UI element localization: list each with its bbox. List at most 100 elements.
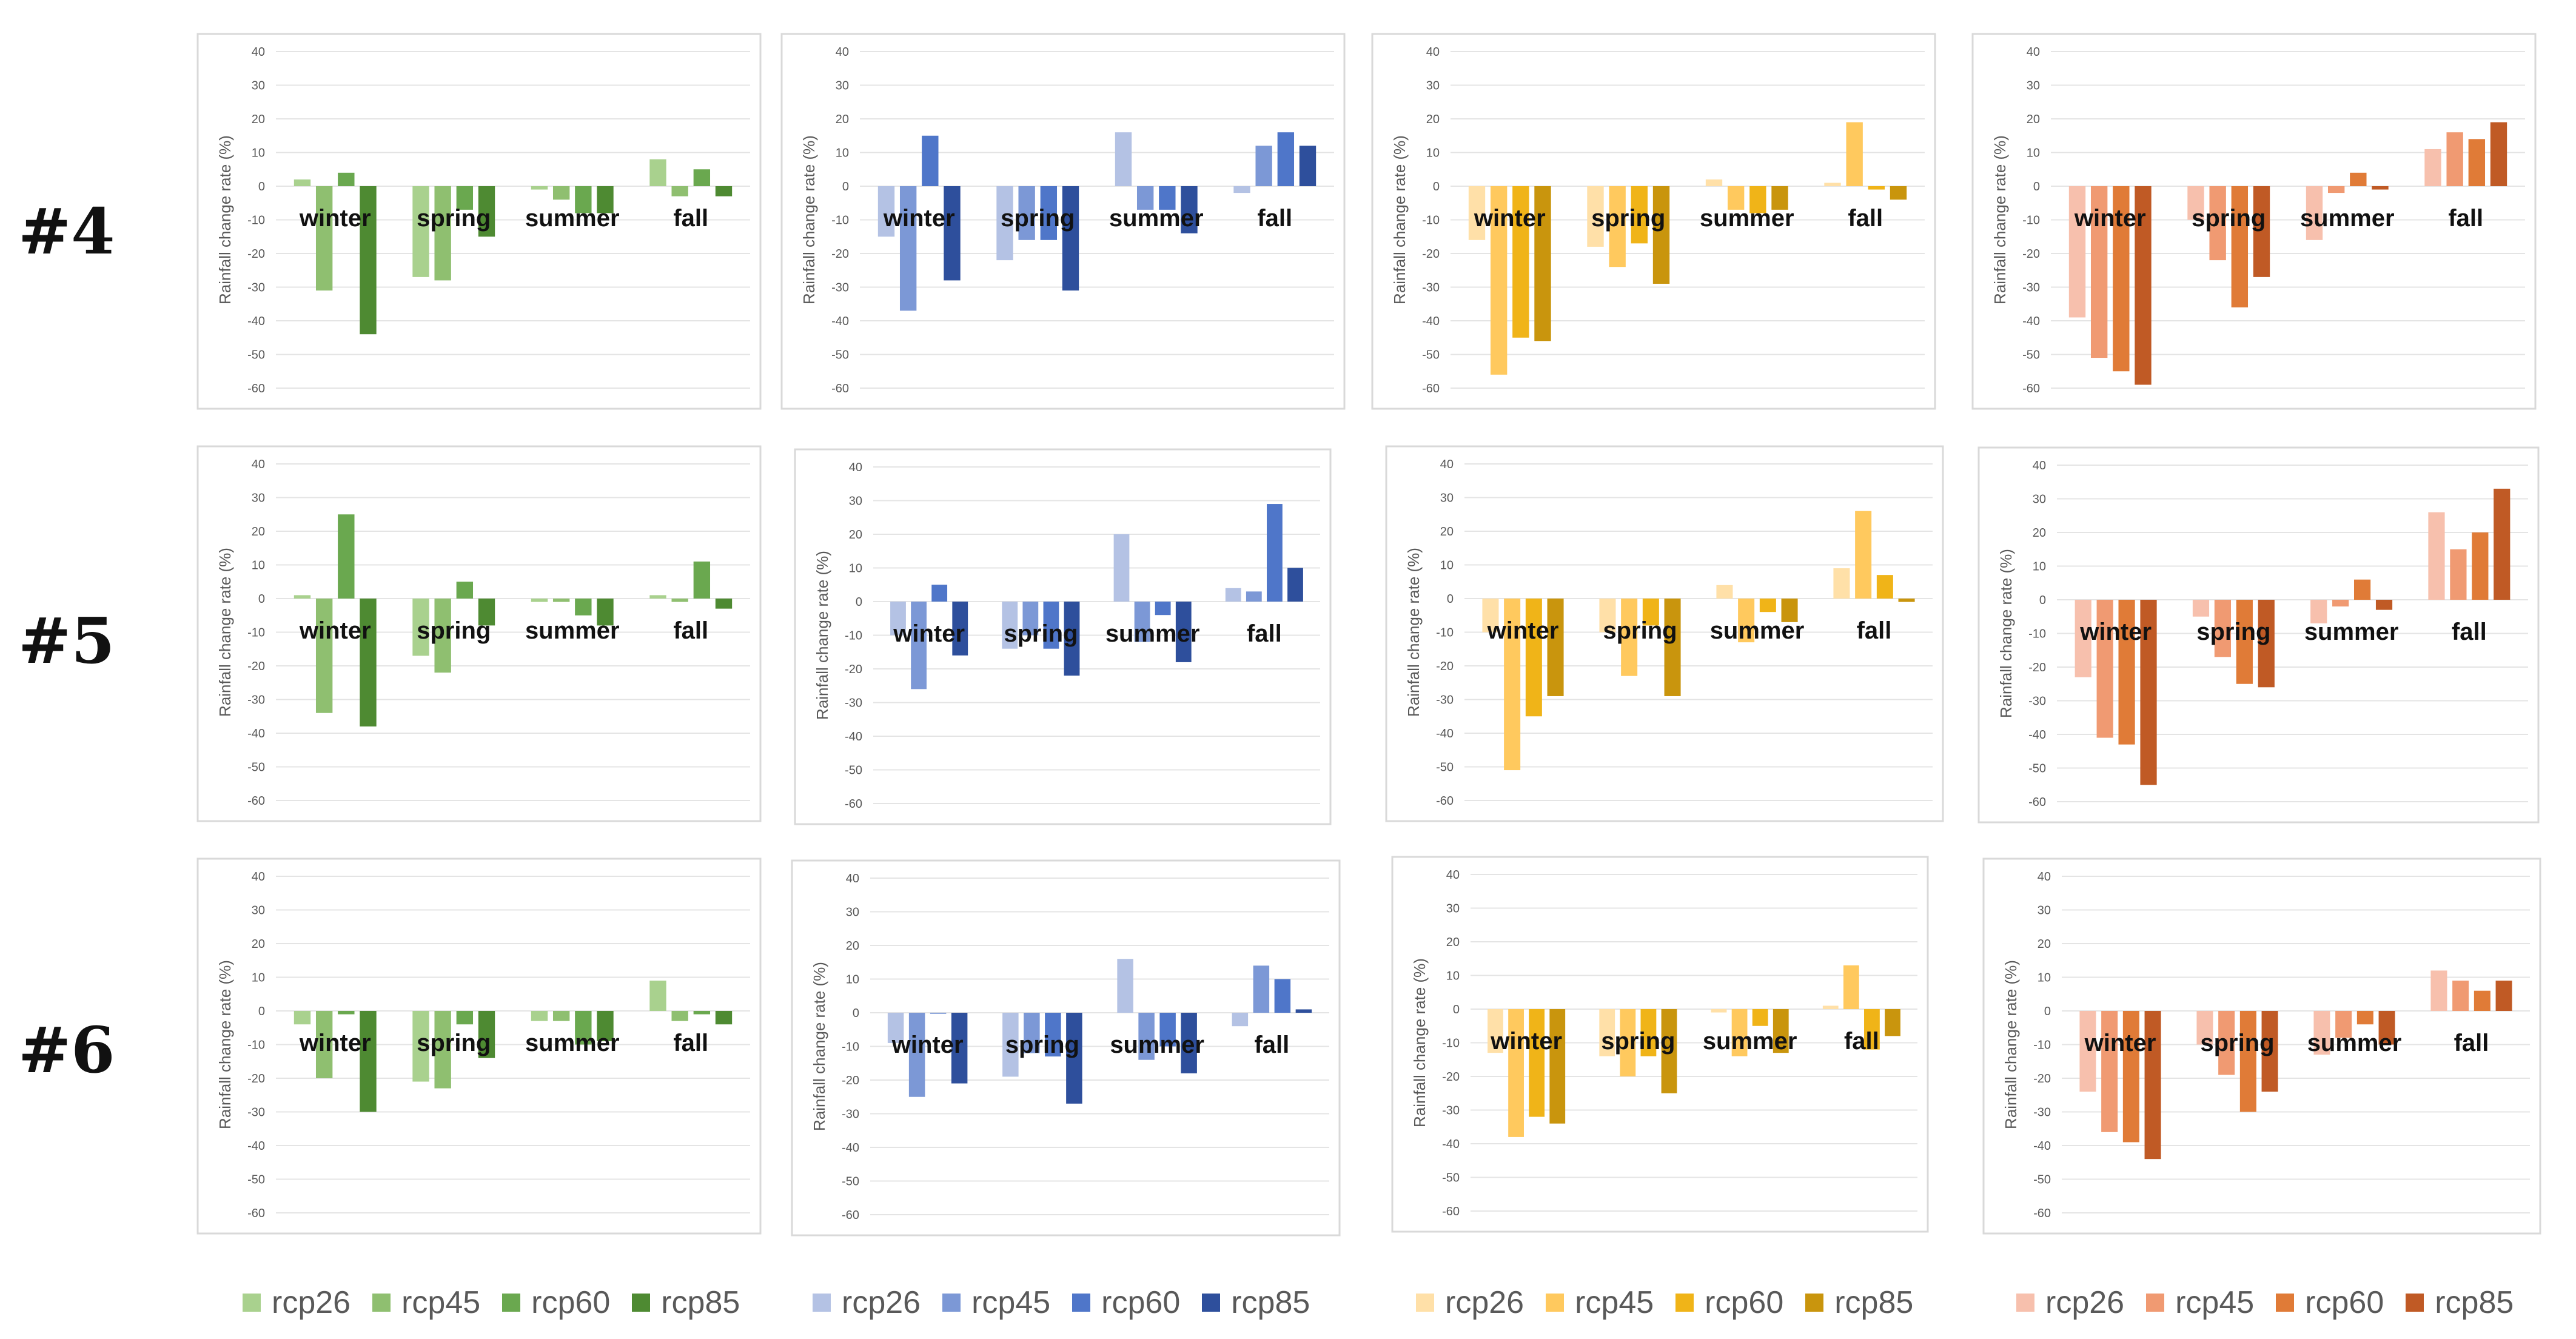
bar-spring-rcp85 bbox=[478, 599, 495, 626]
bar-summer-rcp85 bbox=[1181, 186, 1198, 233]
y-tick-label: 30 bbox=[2033, 493, 2046, 506]
legend-item: rcp85 bbox=[632, 1284, 740, 1321]
y-tick-label: 30 bbox=[252, 492, 265, 505]
y-tick-label: -10 bbox=[842, 1041, 859, 1054]
bar-winter-rcp26 bbox=[293, 179, 311, 186]
bar-fall-rcp60 bbox=[2472, 532, 2489, 600]
category-label: winter bbox=[1474, 205, 1546, 232]
chart-r4-blue: 40 30 20 10 0 -10 -20 -30 -40 -50 -60 Rainfall chan… bbox=[780, 33, 1346, 410]
category-label: winter bbox=[2074, 205, 2146, 232]
legend-label: rcp45 bbox=[401, 1285, 481, 1320]
bar-winter-rcp45 bbox=[2101, 1011, 2118, 1132]
legend-item: rcp45 bbox=[2146, 1284, 2254, 1321]
y-tick-label: -50 bbox=[2028, 762, 2046, 776]
legend-item: rcp26 bbox=[2016, 1284, 2124, 1321]
legend-label: rcp45 bbox=[1575, 1285, 1654, 1320]
y-tick-label: 0 bbox=[1433, 180, 1440, 193]
bar-winter-rcp45 bbox=[1504, 599, 1521, 771]
bar-winter-rcp26 bbox=[1482, 599, 1499, 633]
bar-winter-rcp60 bbox=[1525, 599, 1542, 717]
bar-winter-rcp45 bbox=[315, 186, 333, 291]
bar-spring-rcp60 bbox=[1043, 602, 1059, 649]
bar-summer-rcp26 bbox=[2310, 600, 2327, 623]
bar-winter-rcp85 bbox=[1549, 1009, 1566, 1124]
y-tick-label: 10 bbox=[1446, 970, 1460, 983]
y-tick-label: -60 bbox=[1436, 794, 1454, 808]
bar-winter-rcp60 bbox=[2113, 186, 2130, 372]
legend-swatch bbox=[1675, 1294, 1694, 1312]
y-tick-label: -40 bbox=[2028, 728, 2046, 742]
y-tick-label: 20 bbox=[2033, 526, 2046, 540]
y-tick-label: 10 bbox=[1440, 559, 1454, 572]
bar-summer-rcp45 bbox=[1738, 599, 1755, 643]
legend-label: rcp26 bbox=[1445, 1285, 1524, 1320]
bar-fall-rcp85 bbox=[715, 599, 733, 609]
y-tick-label: -10 bbox=[2022, 214, 2040, 227]
y-tick-label: 40 bbox=[1440, 458, 1454, 471]
y-tick-label: 20 bbox=[849, 528, 862, 542]
y-tick-label: -50 bbox=[831, 349, 849, 362]
y-tick-label: -20 bbox=[842, 1074, 859, 1087]
y-tick-label: 30 bbox=[252, 904, 265, 918]
y-axis-label: Rainfall change rate (%) bbox=[1410, 958, 1429, 1127]
y-tick-label: 20 bbox=[2027, 113, 2040, 126]
chart-r6-green: 40 30 20 10 0 -10 -20 -30 -40 -50 -60 Rainfall chan… bbox=[196, 857, 762, 1235]
bar-spring-rcp60 bbox=[1631, 186, 1648, 244]
y-tick-label: 30 bbox=[2038, 904, 2051, 918]
chart-r4-green: 40 30 20 10 0 -10 -20 -30 -40 -50 -60 Rainfall chan… bbox=[196, 33, 762, 410]
category-label: winter bbox=[891, 1032, 964, 1058]
bar-winter-rcp85 bbox=[2135, 186, 2152, 385]
legend-blue: rcp26 rcp45 rcp60 rcp85 bbox=[813, 1284, 1310, 1321]
bar-winter-rcp45 bbox=[1490, 186, 1508, 375]
category-label: spring bbox=[417, 617, 491, 644]
y-tick-label: -50 bbox=[1442, 1172, 1460, 1185]
bar-spring-rcp45 bbox=[2209, 186, 2226, 261]
y-tick-label: -20 bbox=[247, 247, 265, 261]
bar-summer-rcp60 bbox=[575, 186, 592, 213]
y-tick-label: -30 bbox=[2033, 1106, 2051, 1119]
bar-fall-rcp60 bbox=[693, 169, 711, 186]
y-tick-label: 0 bbox=[258, 180, 265, 193]
legend-item: rcp45 bbox=[942, 1284, 1050, 1321]
bar-spring-rcp85 bbox=[1661, 1009, 1677, 1093]
legend-label: rcp85 bbox=[1231, 1285, 1310, 1320]
y-tick-label: -30 bbox=[247, 694, 265, 707]
legend-label: rcp26 bbox=[2045, 1285, 2125, 1320]
category-label: summer bbox=[1105, 620, 1200, 647]
bar-summer-rcp45 bbox=[1136, 186, 1154, 210]
category-label: winter bbox=[883, 205, 955, 232]
y-tick-label: 40 bbox=[2027, 45, 2040, 59]
bar-fall-rcp45 bbox=[671, 1011, 688, 1021]
y-tick-label: 10 bbox=[836, 147, 849, 160]
y-tick-label: 10 bbox=[1426, 147, 1440, 160]
y-tick-label: -50 bbox=[2022, 349, 2040, 362]
bar-spring-rcp85 bbox=[1066, 1013, 1082, 1104]
bar-summer-rcp45 bbox=[1134, 602, 1150, 642]
bar-fall-rcp45 bbox=[1843, 965, 1859, 1009]
y-tick-label: 30 bbox=[1446, 902, 1460, 916]
bar-summer-rcp45 bbox=[552, 1011, 570, 1021]
y-axis-label: Rainfall change rate (%) bbox=[1991, 135, 2009, 304]
y-tick-label: -10 bbox=[247, 626, 265, 640]
y-tick-label: -60 bbox=[1442, 1205, 1460, 1218]
bar-summer-rcp85 bbox=[597, 599, 614, 626]
legend-item: rcp60 bbox=[2276, 1284, 2384, 1321]
bar-spring-rcp60 bbox=[2231, 186, 2249, 307]
y-tick-label: -20 bbox=[1436, 660, 1454, 673]
bar-fall-rcp85 bbox=[2494, 488, 2511, 600]
bar-winter-rcp26 bbox=[293, 1011, 311, 1025]
category-label: summer bbox=[525, 205, 620, 232]
legend-label: rcp60 bbox=[2305, 1285, 2384, 1320]
y-tick-label: -10 bbox=[831, 214, 849, 227]
y-tick-label: -30 bbox=[831, 281, 849, 295]
y-tick-label: 40 bbox=[1426, 45, 1440, 59]
bar-spring-rcp26 bbox=[412, 186, 429, 277]
legend-swatch bbox=[1072, 1294, 1091, 1312]
bar-winter-rcp26 bbox=[877, 186, 895, 237]
y-axis-label: Rainfall change rate (%) bbox=[800, 135, 818, 304]
y-tick-label: -40 bbox=[1442, 1138, 1460, 1151]
bar-spring-rcp45 bbox=[2218, 1011, 2235, 1075]
y-tick-label: 40 bbox=[836, 45, 849, 59]
y-tick-label: -30 bbox=[842, 1108, 859, 1121]
y-tick-label: 40 bbox=[849, 461, 862, 474]
